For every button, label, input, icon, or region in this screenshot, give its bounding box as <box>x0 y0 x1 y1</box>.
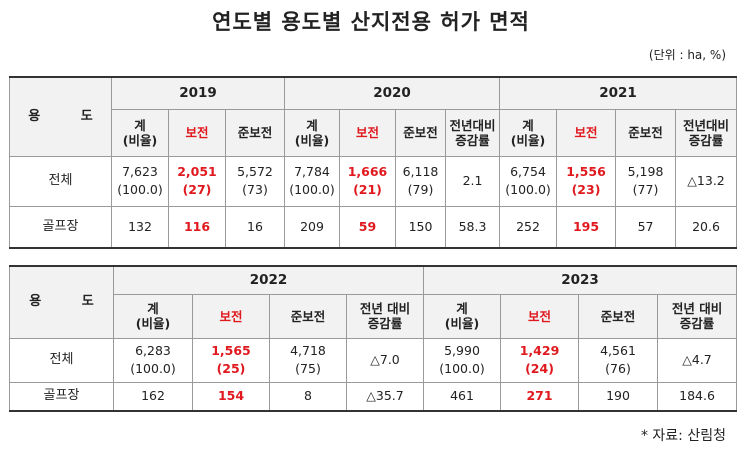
cell-protected: 195 <box>556 205 617 249</box>
cell-change: △13.2 <box>675 155 738 207</box>
permit-area-table-2022-2023: 용 도 2022 2023 계 (비율) 보전 준보전 전년 대비 증감률 계 … <box>9 265 738 412</box>
cell-total: 7,623 (100.0) <box>111 155 169 207</box>
col-semi-2019: 준보전 <box>225 108 285 157</box>
cell-total: 6,754 (100.0) <box>499 155 558 207</box>
cell-total: 461 <box>423 381 502 412</box>
col-protected-2023: 보전 <box>500 293 580 339</box>
cell-change: △4.7 <box>657 337 738 383</box>
table-row: 골프장 162 154 8 △35.7 461 271 190 184.6 <box>9 381 738 412</box>
col-total-2021: 계 (비율) <box>499 108 558 157</box>
cell-semi: 4,718 (75) <box>269 337 347 383</box>
col-semi-2023: 준보전 <box>578 293 659 339</box>
col-semi-2020: 준보전 <box>395 108 446 157</box>
cell-change: 58.3 <box>444 205 501 249</box>
cell-total: 162 <box>113 381 193 412</box>
cell-protected: 1,429 (24) <box>500 337 580 383</box>
table-row: 전체 6,283 (100.0) 1,565 (25) 4,718 (75) △7.0… <box>9 337 738 383</box>
cell-semi: 5,572 (73) <box>225 155 285 207</box>
cell-change: △35.7 <box>345 381 425 412</box>
cell-change: △7.0 <box>345 337 425 383</box>
cell-protected: 116 <box>168 205 226 249</box>
cell-change: 20.6 <box>675 205 738 249</box>
col-protected-2022: 보전 <box>192 293 270 339</box>
row-label: 전체 <box>9 337 114 383</box>
col-total-2022: 계 (비율) <box>113 293 193 339</box>
year-header-2020: 2020 <box>283 76 501 110</box>
cell-semi: 6,118 (79) <box>395 155 446 207</box>
row-label: 골프장 <box>9 205 112 249</box>
year-header-2021: 2021 <box>499 76 738 110</box>
col-protected-2021: 보전 <box>556 108 617 157</box>
cell-protected: 2,051 (27) <box>168 155 226 207</box>
col-total-2020: 계 (비율) <box>284 108 340 157</box>
cell-total: 209 <box>284 205 340 249</box>
cell-total: 7,784 (100.0) <box>284 155 340 207</box>
cell-protected: 1,556 (23) <box>556 155 617 207</box>
permit-area-table-2019-2021: 용 도 2019 2020 2021 계 (비율) 보전 준보전 계 (비율) … <box>9 76 738 249</box>
col-protected-2019: 보전 <box>168 108 226 157</box>
cell-total: 132 <box>111 205 169 249</box>
col-semi-2022: 준보전 <box>269 293 347 339</box>
year-header-2019: 2019 <box>111 76 285 110</box>
cell-semi: 8 <box>269 381 347 412</box>
table-row: 골프장 132 116 16 209 59 150 58.3 252 195 5… <box>9 205 738 249</box>
cell-protected: 154 <box>192 381 270 412</box>
cell-semi: 57 <box>615 205 677 249</box>
col-total-2023: 계 (비율) <box>423 293 502 339</box>
col-change-2020: 전년대비 증감률 <box>444 108 501 157</box>
cell-semi: 16 <box>225 205 285 249</box>
col-total-2019: 계 (비율) <box>111 108 169 157</box>
cell-protected: 59 <box>339 205 396 249</box>
year-header-2023: 2023 <box>423 265 738 295</box>
col-semi-2021: 준보전 <box>615 108 677 157</box>
cell-total: 252 <box>499 205 558 249</box>
cell-semi: 190 <box>578 381 659 412</box>
year-header-2022: 2022 <box>112 265 425 295</box>
cell-total: 6,283 (100.0) <box>113 337 193 383</box>
cell-semi: 4,561 (76) <box>578 337 659 383</box>
cell-semi: 150 <box>395 205 446 249</box>
cell-semi: 5,198 (77) <box>615 155 677 207</box>
cell-protected: 1,666 (21) <box>339 155 396 207</box>
cell-protected: 1,565 (25) <box>192 337 270 383</box>
cell-change: 184.6 <box>657 381 738 412</box>
row-label: 전체 <box>9 155 112 207</box>
cell-total: 5,990 (100.0) <box>423 337 502 383</box>
col-change-2022: 전년 대비 증감률 <box>345 293 425 339</box>
row-label: 골프장 <box>9 381 114 412</box>
usage-header: 용 도 <box>9 265 114 339</box>
col-protected-2020: 보전 <box>339 108 396 157</box>
cell-change: 2.1 <box>444 155 501 207</box>
source-note: * 자료: 산림청 <box>640 428 726 444</box>
col-change-2023: 전년 대비 증감률 <box>657 293 738 339</box>
table-row: 전체 7,623 (100.0) 2,051 (27) 5,572 (73) 7,78… <box>9 155 738 207</box>
unit-note: (단위 : ha, %) <box>648 48 726 62</box>
col-change-2021: 전년대비 증감률 <box>675 108 738 157</box>
usage-header: 용 도 <box>9 76 112 157</box>
cell-protected: 271 <box>500 381 580 412</box>
page-title: 연도별 용도별 산지전용 허가 면적 <box>212 9 530 34</box>
